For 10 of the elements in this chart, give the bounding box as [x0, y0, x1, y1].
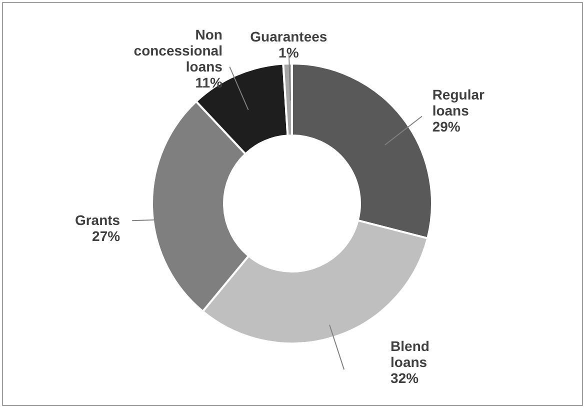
slice-label: Blend loans — [390, 338, 430, 370]
data-label: 29% — [432, 118, 461, 134]
data-label: 1% — [278, 44, 300, 61]
data-label: 27% — [92, 228, 121, 244]
slice-label: Grants — [74, 212, 120, 228]
slice-label: Non concessional loans — [134, 26, 223, 74]
slice-label: Regular loans — [432, 86, 485, 118]
data-label: 11% — [195, 74, 224, 90]
data-label: 32% — [390, 370, 420, 386]
slice-label: Guarantees — [250, 28, 328, 45]
